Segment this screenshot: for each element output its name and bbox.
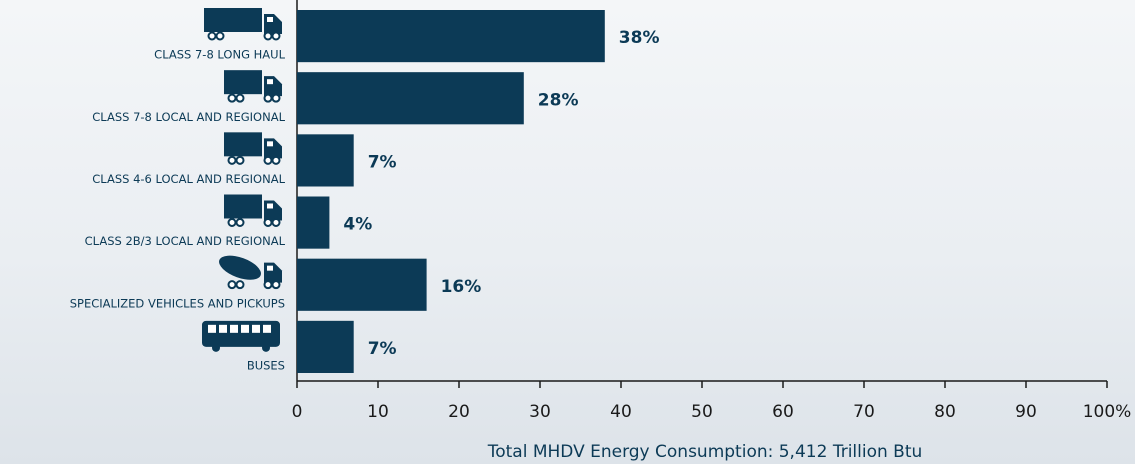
bar xyxy=(297,258,427,311)
x-tick-label: 30 xyxy=(529,402,551,422)
icon-window xyxy=(267,265,273,271)
vehicle-icon xyxy=(224,194,282,227)
value-label: 7% xyxy=(368,152,397,172)
icon-wheel xyxy=(263,31,273,41)
icon-window xyxy=(267,79,273,85)
category-label: BUSES xyxy=(247,359,285,373)
icon-window xyxy=(267,203,273,209)
x-tick-label: 80 xyxy=(934,402,956,422)
x-tick-label: 20 xyxy=(448,402,470,422)
icon-window xyxy=(219,324,227,333)
bar xyxy=(297,10,605,63)
icon-wheel xyxy=(271,280,281,290)
icon-window xyxy=(241,324,249,333)
x-tick-label: 90 xyxy=(1015,402,1037,422)
category-label: CLASS 7-8 LONG HAUL xyxy=(154,48,285,62)
vehicle-icon xyxy=(219,255,282,290)
vehicle-icon xyxy=(202,320,280,352)
x-tick-label: 40 xyxy=(610,402,632,422)
icon-wheel xyxy=(271,93,281,103)
x-tick-label: 70 xyxy=(853,402,875,422)
icon-wheel xyxy=(263,155,273,165)
icon-wheel xyxy=(235,155,245,165)
icon-wheel xyxy=(227,280,237,290)
category-label: CLASS 7-8 LOCAL AND REGIONAL xyxy=(92,110,285,124)
value-label: 16% xyxy=(441,277,482,297)
icon-wheel xyxy=(263,280,273,290)
icon-wheel xyxy=(235,93,245,103)
icon-window xyxy=(230,324,238,333)
icon-body xyxy=(224,194,262,219)
vehicle-icon xyxy=(224,70,282,103)
value-label: 4% xyxy=(343,215,372,235)
bar xyxy=(297,320,354,373)
icon-wheel xyxy=(215,31,225,41)
x-axis-title: Total MHDV Energy Consumption: 5,412 Tri… xyxy=(487,442,923,462)
vehicle-icon xyxy=(204,8,282,41)
bar xyxy=(297,196,330,249)
icon-body xyxy=(204,8,262,32)
icon-wheel xyxy=(235,218,245,227)
category-label: CLASS 2B/3 LOCAL AND REGIONAL xyxy=(85,234,286,248)
icon-drum xyxy=(219,255,261,280)
category-label: SPECIALIZED VEHICLES AND PICKUPS xyxy=(70,296,285,310)
icon-body xyxy=(202,320,280,347)
icon-wheel xyxy=(271,31,281,41)
icon-wheel xyxy=(227,155,237,165)
icon-wheel xyxy=(271,218,281,227)
icon-wheel xyxy=(263,218,273,227)
icon-window xyxy=(208,324,216,333)
icon-wheel xyxy=(262,343,270,352)
icon-window xyxy=(267,17,273,22)
x-tick-label: 60 xyxy=(772,402,794,422)
icon-window xyxy=(252,324,260,333)
icon-wheel xyxy=(227,218,237,227)
x-tick-label: 50 xyxy=(691,402,713,422)
x-tick-label: 10 xyxy=(367,402,389,422)
x-tick-label: 0 xyxy=(292,402,303,422)
value-label: 38% xyxy=(619,28,660,48)
icon-wheel xyxy=(271,155,281,165)
icon-wheel xyxy=(207,31,217,41)
bar xyxy=(297,134,354,187)
value-label: 28% xyxy=(538,90,579,110)
icon-wheel xyxy=(212,343,220,352)
category-label: CLASS 4-6 LOCAL AND REGIONAL xyxy=(92,172,285,186)
icon-wheel xyxy=(235,280,245,290)
icon-body xyxy=(224,132,262,157)
bar xyxy=(297,72,524,125)
icon-wheel xyxy=(263,93,273,103)
x-tick-label: 100% xyxy=(1083,402,1132,422)
icon-body xyxy=(224,70,262,95)
icon-wheel xyxy=(227,93,237,103)
icon-window xyxy=(263,324,271,333)
icon-window xyxy=(267,141,273,147)
value-label: 7% xyxy=(368,339,397,359)
vehicle-icon xyxy=(224,132,282,165)
